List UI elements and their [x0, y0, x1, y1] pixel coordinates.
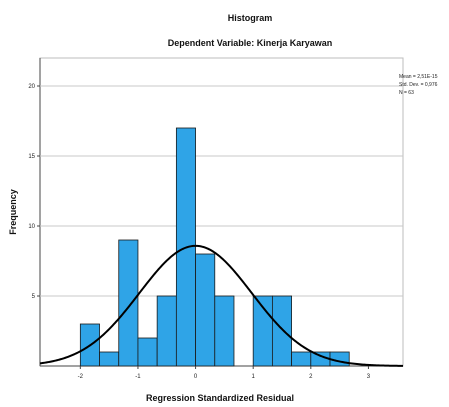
histogram-bar — [214, 295, 235, 367]
x-axis-label: Regression Standardized Residual — [146, 393, 294, 403]
stat-std-dev: Std. Dev. = 0,976 — [399, 82, 438, 88]
histogram-bar — [137, 337, 158, 367]
normal-curve-line — [39, 244, 404, 367]
histogram-bar — [118, 239, 139, 367]
y-tick-label: 5 — [32, 294, 36, 300]
histogram-bar — [99, 351, 120, 367]
histogram-bar — [195, 253, 216, 367]
x-tick-label: -1 — [135, 374, 141, 380]
stats-box: Mean = 2,51E-15 Std. Dev. = 0,976 N = 63 — [399, 74, 438, 96]
x-tick-label: -2 — [78, 374, 84, 380]
x-tick-label: 0 — [194, 374, 198, 380]
x-tick-label: 1 — [252, 374, 256, 380]
y-axis-label: Frequency — [8, 189, 18, 235]
normal-curve — [39, 244, 404, 367]
histogram-bar — [291, 351, 312, 367]
y-tick-label: 20 — [28, 84, 35, 90]
chart-title: Histogram — [228, 13, 273, 23]
y-ticks: 5 10 15 20 — [28, 84, 40, 300]
stat-n: N = 63 — [399, 90, 414, 96]
x-ticks: -2 -1 0 1 2 3 — [78, 366, 371, 380]
y-tick-label: 10 — [28, 224, 35, 230]
x-tick-label: 3 — [367, 374, 371, 380]
histogram-bar — [271, 295, 292, 367]
histogram-bar — [156, 295, 177, 367]
chart-subtitle: Dependent Variable: Kinerja Karyawan — [168, 38, 333, 48]
x-tick-label: 2 — [309, 374, 313, 380]
bars — [79, 127, 350, 367]
stat-mean: Mean = 2,51E-15 — [399, 74, 438, 80]
y-tick-label: 15 — [28, 154, 35, 160]
